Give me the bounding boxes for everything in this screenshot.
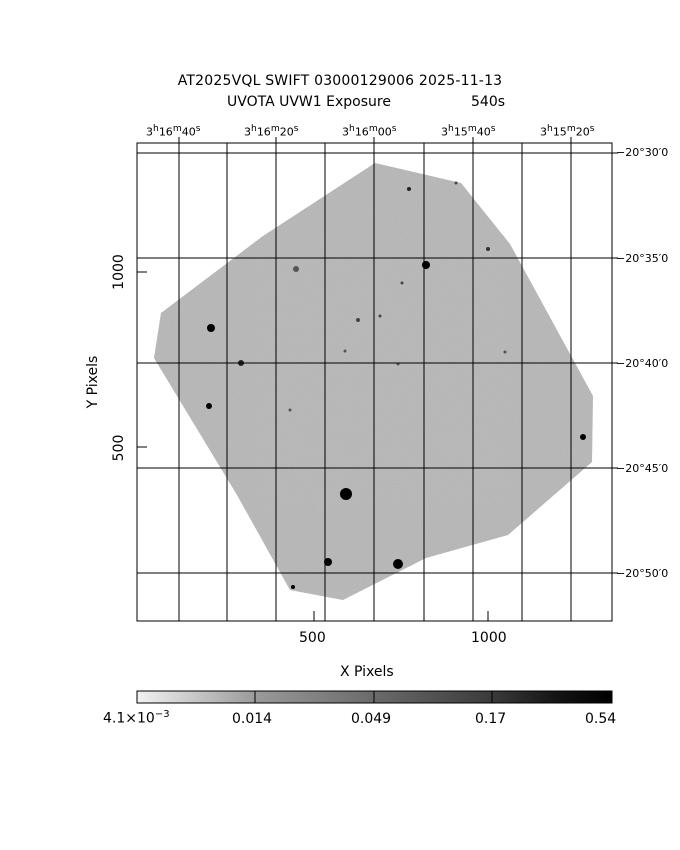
point-source (486, 247, 490, 251)
point-source (340, 488, 352, 500)
dec-tick-label: −20°35′0 (616, 252, 669, 265)
point-source (393, 559, 403, 569)
point-source (580, 434, 586, 440)
point-source (293, 266, 299, 272)
point-source (207, 324, 215, 332)
dec-tick-label: −20°50′0 (616, 567, 669, 580)
colorbar-label: 4.1×10−3 (103, 709, 170, 727)
ra-tick-label: 3h16m40s (146, 123, 201, 139)
image-title: AT2025VQL SWIFT 03000129006 2025-11-13 (177, 73, 503, 89)
colorbar-label: 0.014 (232, 711, 273, 727)
ra-tick-label: 3h15m40s (441, 123, 496, 139)
exposure-time: 540s (471, 94, 506, 110)
ra-tick-label: 3h16m00s (342, 123, 397, 139)
ra-tick-label: 3h16m20s (244, 123, 299, 139)
point-source (343, 349, 347, 353)
colorbar-label: 0.17 (475, 711, 507, 727)
colorbar (136, 690, 613, 704)
dec-tick-label: −20°45′0 (616, 462, 669, 475)
point-source (407, 187, 411, 191)
point-source (324, 558, 332, 566)
dec-tick-label: −20°40′0 (616, 357, 669, 370)
point-source (288, 408, 292, 412)
ra-tick-label: 3h15m20s (540, 123, 595, 139)
point-source (206, 403, 212, 409)
point-source (454, 181, 458, 185)
coordinate-grid (137, 143, 612, 621)
point-source (356, 318, 360, 322)
filter-exposure-label: UVOTA UVW1 Exposure (227, 94, 391, 110)
colorbar-label: 0.049 (351, 711, 392, 727)
x-tick-label: 1000 (471, 630, 507, 646)
point-source (400, 281, 404, 285)
point-source (503, 350, 507, 354)
pixel-ticks (137, 137, 618, 621)
x-tick-label: 500 (299, 630, 326, 646)
dec-tick-label: −20°30′0 (616, 146, 669, 159)
point-source (291, 585, 295, 589)
colorbar-label: 0.54 (585, 711, 617, 727)
point-source (378, 314, 382, 318)
x-axis-label: X Pixels (340, 664, 394, 680)
sources-layer (206, 181, 586, 589)
point-source (422, 261, 430, 269)
